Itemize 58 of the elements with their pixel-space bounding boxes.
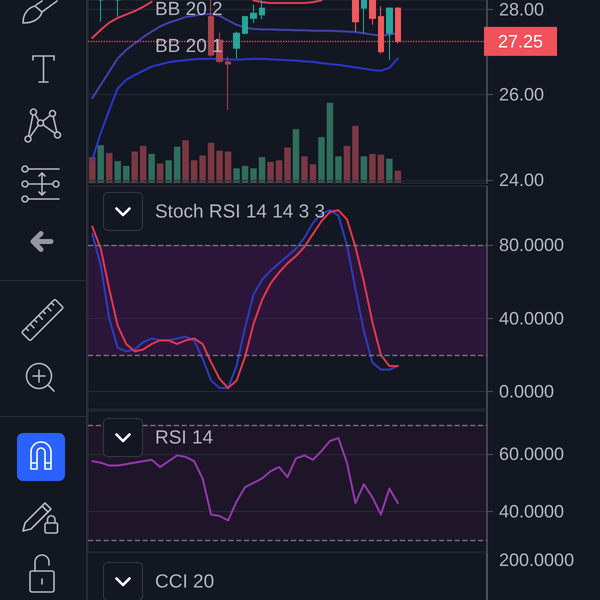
bar (318, 137, 325, 183)
bar (310, 164, 316, 183)
bar (335, 156, 342, 183)
y-tick-label: 26.00 (499, 84, 544, 105)
bar (182, 140, 189, 183)
candlestick (259, 0, 265, 20)
text: RSI 14 (155, 428, 214, 448)
bar (131, 152, 138, 183)
bar (394, 170, 402, 183)
candlestick (115, 0, 121, 18)
y-tick-label: 40.0000 (499, 308, 564, 328)
bar (369, 154, 376, 183)
bar (292, 129, 300, 183)
text: 200.0000 (499, 550, 574, 570)
candlestick (361, 0, 367, 34)
bar (258, 157, 266, 183)
ref-line-label: 27.25 (498, 31, 544, 52)
bar (250, 168, 257, 183)
bar (352, 126, 359, 183)
bar (233, 168, 240, 183)
bar (344, 146, 350, 183)
bar (378, 154, 384, 183)
bar (89, 157, 96, 183)
bar (98, 145, 104, 183)
candlestick (250, 4, 257, 24)
bar (386, 158, 393, 183)
bar (224, 152, 232, 183)
bar (242, 166, 248, 183)
bar (140, 146, 146, 183)
candlestick (98, 0, 104, 22)
candlestick (352, 0, 359, 32)
candlestick (233, 31, 240, 59)
bar (106, 153, 112, 183)
bar (360, 156, 368, 183)
bar (190, 160, 198, 183)
candlestick (242, 15, 248, 36)
y-tick-label: 80.0000 (499, 234, 564, 255)
bar (174, 146, 180, 183)
y-tick-label: 28.00 (499, 0, 544, 20)
bar (114, 161, 121, 183)
bar (165, 160, 172, 183)
candlestick (386, 6, 393, 61)
y-tick-label: 0.0000 (499, 382, 554, 402)
bar (216, 150, 223, 183)
y-tick-label: 40.0000 (499, 502, 564, 522)
bar (148, 154, 155, 183)
bar (284, 148, 291, 183)
bar (156, 164, 164, 183)
bar (122, 166, 130, 183)
candlestick (369, 0, 376, 26)
text: CCI 20 (155, 572, 214, 592)
candlestick (225, 56, 231, 111)
bar (208, 142, 214, 183)
y-tick-label: 60.0000 (499, 444, 564, 464)
candlestick (208, 0, 214, 58)
bar (199, 156, 206, 183)
bar (326, 102, 334, 183)
y-tick-label: 24.00 (499, 170, 544, 190)
